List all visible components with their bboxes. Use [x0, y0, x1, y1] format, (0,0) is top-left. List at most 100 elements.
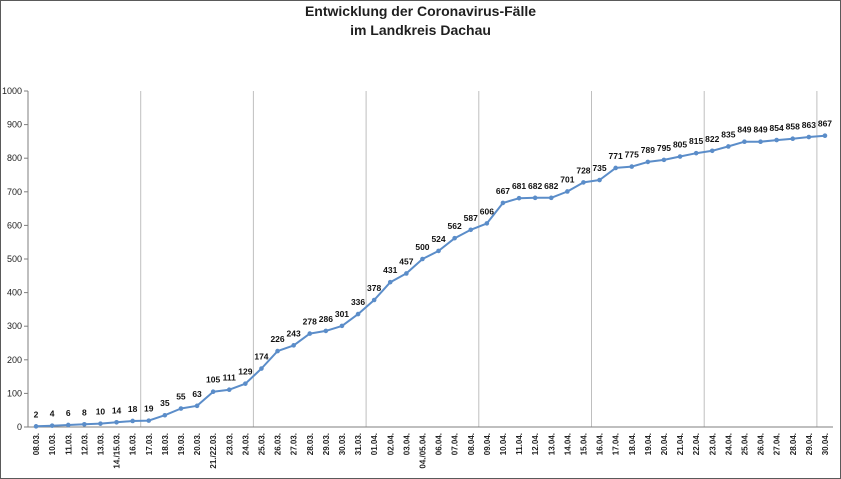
x-tick-label: 02.04.: [386, 433, 395, 455]
data-label: 867: [818, 119, 832, 129]
data-point: [726, 144, 731, 149]
x-tick-label: 18.04.: [628, 433, 637, 455]
data-point: [243, 381, 248, 386]
data-point: [146, 418, 152, 423]
data-point: [742, 139, 747, 145]
data-label: 286: [319, 314, 333, 324]
x-tick-label: 22.04.: [692, 433, 701, 455]
data-label: 129: [238, 367, 252, 377]
data-point: [709, 148, 715, 154]
data-point: [774, 137, 779, 143]
data-label: 822: [705, 134, 719, 144]
data-label: 14: [112, 405, 122, 415]
x-tick-label: 12.03.: [80, 433, 89, 455]
data-label: 378: [367, 283, 381, 293]
data-point: [645, 159, 651, 165]
y-tick-label: 900: [7, 120, 22, 130]
x-tick-label: 04./05.04.: [418, 433, 427, 469]
x-tick-label: 08.03.: [32, 433, 41, 455]
data-label: 863: [802, 120, 816, 130]
x-tick-label: 10.04.: [499, 433, 508, 455]
data-point: [65, 422, 71, 428]
data-point: [806, 134, 812, 140]
x-tick-label: 20.04.: [660, 433, 669, 455]
x-tick-label: 12.04.: [531, 433, 540, 455]
x-tick-label: 25.03.: [257, 433, 266, 455]
x-tick-label: 09.04.: [483, 433, 492, 455]
data-point: [822, 133, 828, 138]
data-label: 111: [223, 373, 237, 383]
data-point: [259, 366, 264, 371]
x-tick-label: 27.04.: [773, 433, 782, 455]
data-label: 805: [673, 140, 687, 150]
data-point: [355, 311, 361, 317]
y-tick-label: 500: [7, 254, 22, 264]
x-tick-label: 23.03.: [225, 433, 234, 455]
x-tick-label: 13.04.: [547, 433, 556, 455]
data-point: [629, 164, 635, 169]
x-tick-label: 10.03.: [48, 433, 57, 455]
data-label: 735: [592, 163, 606, 173]
data-point: [49, 423, 55, 428]
data-label: 682: [544, 181, 558, 191]
data-point: [114, 419, 119, 425]
x-tick-label: 01.04.: [370, 433, 379, 455]
y-tick-label: 100: [7, 388, 22, 398]
data-point: [452, 235, 457, 241]
data-label: 728: [576, 165, 590, 175]
data-label: 500: [415, 242, 429, 252]
data-point: [194, 403, 200, 409]
data-label: 243: [287, 328, 301, 338]
x-tick-label: 31.03.: [354, 433, 363, 455]
data-label: 19: [144, 404, 154, 414]
y-tick-label: 1000: [2, 86, 22, 96]
x-tick-label: 17.03.: [145, 433, 154, 455]
data-label: 301: [335, 309, 349, 319]
data-label: 701: [560, 174, 574, 184]
x-tick-label: 21./22.03.: [209, 433, 218, 469]
x-tick-label: 08.04.: [467, 433, 476, 455]
x-tick-label: 16.04.: [596, 433, 605, 455]
data-point: [226, 387, 232, 393]
y-tick-label: 400: [7, 288, 22, 298]
data-label: 10: [96, 407, 106, 417]
data-label: 562: [448, 221, 462, 231]
x-tick-label: 03.04.: [402, 433, 411, 455]
x-tick-label: 18.03.: [161, 433, 170, 455]
data-label: 6: [66, 408, 71, 418]
data-label: 789: [641, 145, 655, 155]
x-tick-label: 30.03.: [338, 433, 347, 455]
data-point: [339, 323, 345, 329]
data-point: [484, 221, 490, 226]
data-point: [661, 157, 667, 163]
data-point: [323, 328, 329, 334]
data-label: 771: [609, 151, 623, 161]
x-tick-label: 20.03.: [193, 433, 202, 455]
x-tick-label: 16.03.: [129, 433, 138, 455]
data-label: 849: [753, 125, 767, 135]
data-point: [82, 422, 87, 427]
x-tick-label: 14.04.: [563, 433, 572, 455]
data-point: [178, 406, 184, 411]
data-label: 174: [254, 352, 268, 362]
data-point: [210, 389, 216, 395]
data-label: 849: [737, 125, 751, 135]
data-point: [532, 195, 538, 201]
x-tick-label: 19.04.: [644, 433, 653, 455]
chart-subtitle: im Landkreis Dachau: [350, 22, 491, 38]
data-label: 835: [721, 129, 735, 139]
x-tick-label: 15.04.: [579, 433, 588, 455]
x-tick-label: 28.03.: [306, 433, 315, 455]
data-label: 2: [34, 409, 39, 419]
data-point: [307, 331, 313, 336]
data-label: 682: [528, 181, 542, 191]
data-point: [162, 412, 168, 418]
data-point: [565, 189, 570, 194]
x-tick-label: 19.03.: [177, 433, 186, 455]
data-label: 278: [303, 317, 317, 327]
data-label: 815: [689, 136, 703, 146]
data-label: 667: [496, 186, 510, 196]
x-tick-label: 21.04.: [676, 433, 685, 455]
